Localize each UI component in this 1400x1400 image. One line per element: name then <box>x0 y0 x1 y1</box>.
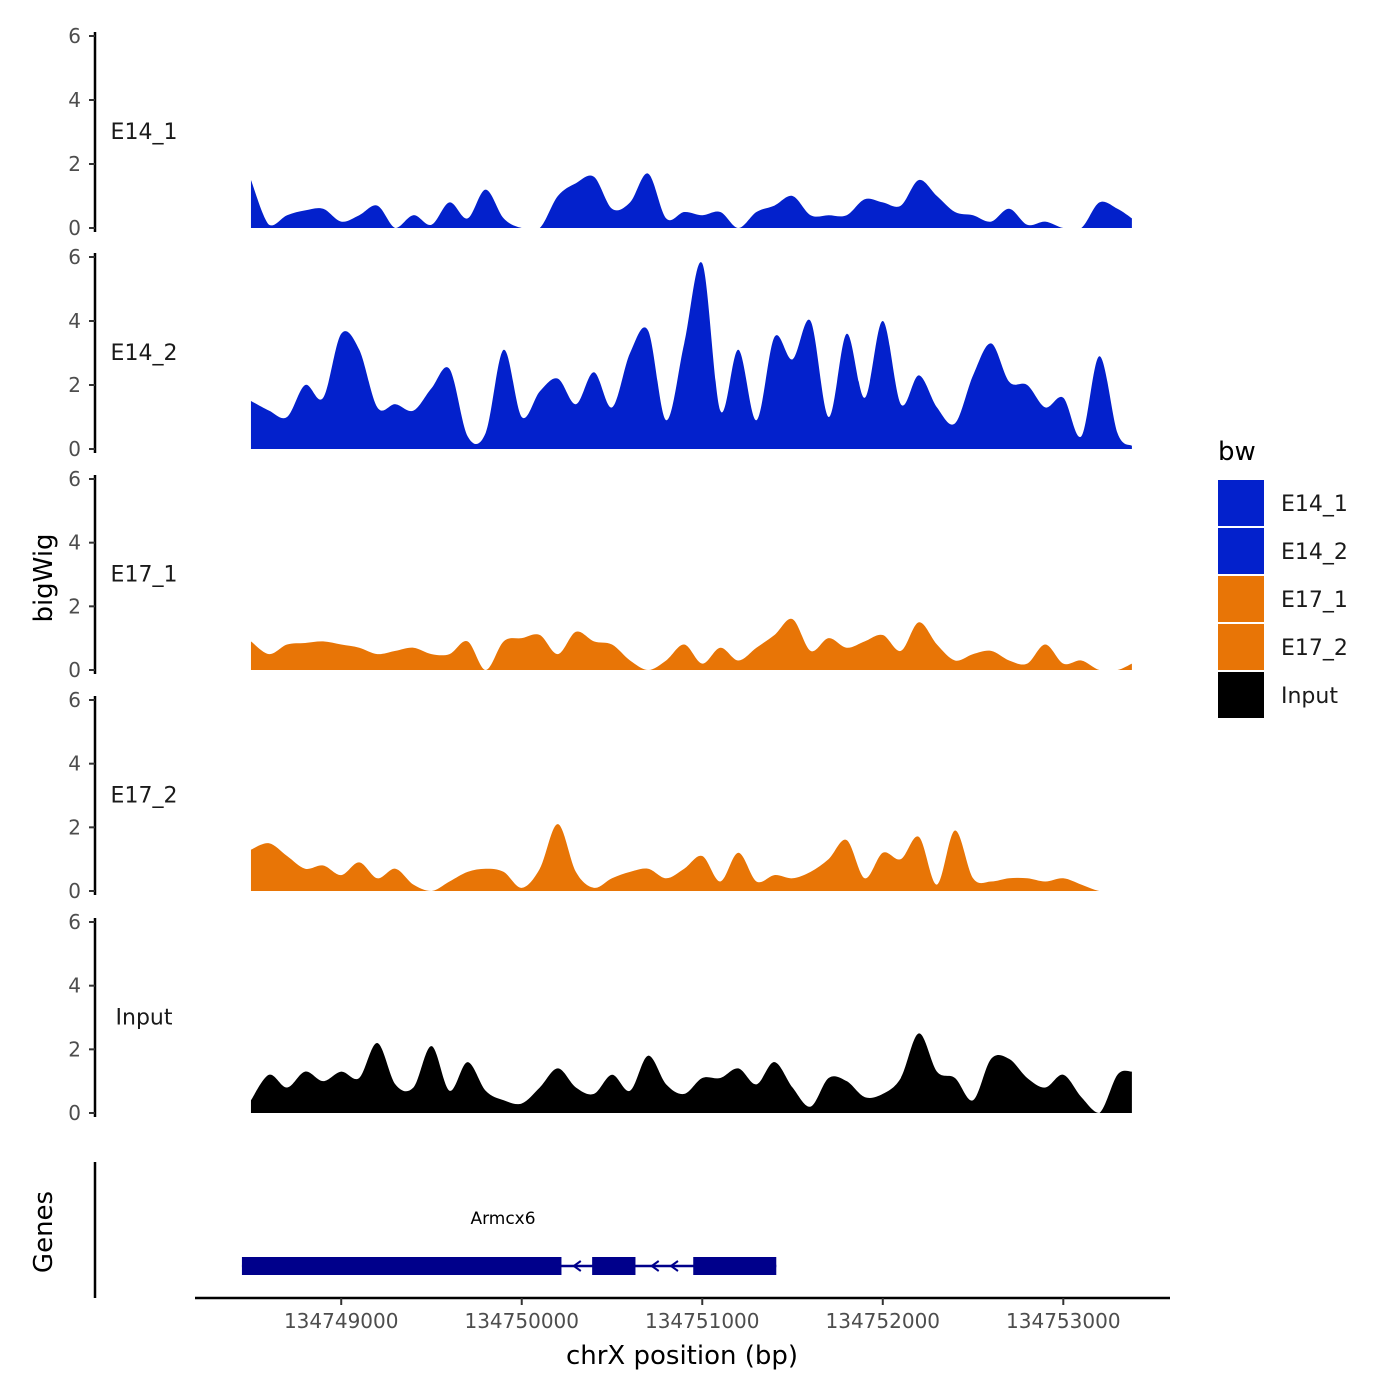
track-e17-2: 0 2 4 6 E17_2 <box>68 688 1132 903</box>
legend-label-input: Input <box>1281 684 1338 709</box>
strand-arrow <box>572 1260 582 1272</box>
y-tick-label: 0 <box>68 1101 81 1125</box>
x-tick-label: 134749000 <box>284 1309 399 1333</box>
y-tick-label: 0 <box>68 658 81 682</box>
x-axis: 134749000 134750000 134751000 134752000 1347… <box>195 1296 1170 1333</box>
x-tick-label: 134752000 <box>826 1309 941 1333</box>
y-axis-title: bigWig <box>29 533 59 622</box>
coverage-area-e17-1 <box>250 618 1132 670</box>
gene-track: Armcx6 <box>93 1162 777 1298</box>
x-tick-label: 134753000 <box>1006 1309 1121 1333</box>
track-e14-1: 0 2 4 6 E14_1 <box>68 24 1132 240</box>
track-label-e14-1: E14_1 <box>111 120 178 145</box>
coverage-area-e14-2 <box>250 262 1132 449</box>
y-tick-label: 6 <box>68 467 81 491</box>
coverage-area-e14-1 <box>250 173 1132 228</box>
legend-swatch-input <box>1218 672 1264 718</box>
track-label-e17-1: E17_1 <box>111 563 178 588</box>
legend: bw E14_1 E14_2 E17_1 E17_2 Input <box>1218 437 1348 718</box>
track-label-e14-2: E14_2 <box>111 341 178 366</box>
gene-track-title: Genes <box>29 1191 59 1273</box>
coverage-area-input <box>250 1033 1132 1113</box>
coverage-area-e17-2 <box>250 824 1132 891</box>
y-tick-label: 6 <box>68 910 81 934</box>
track-label-e17-2: E17_2 <box>111 784 178 809</box>
legend-title: bw <box>1218 437 1256 467</box>
y-tick-label: 4 <box>68 531 81 555</box>
y-tick-label: 2 <box>68 373 81 397</box>
legend-label-e17-1: E17_1 <box>1281 588 1348 613</box>
legend-label-e14-1: E14_1 <box>1281 492 1348 517</box>
x-tick-label: 134750000 <box>464 1309 579 1333</box>
legend-swatch-e14-1 <box>1218 480 1264 526</box>
y-tick-label: 2 <box>68 594 81 618</box>
gene-name-label: Armcx6 <box>470 1209 535 1229</box>
y-tick-label: 4 <box>68 88 81 112</box>
legend-swatch-e17-1 <box>1218 576 1264 622</box>
track-e14-2: 0 2 4 6 E14_2 <box>68 245 1132 461</box>
strand-arrow <box>669 1260 679 1272</box>
y-tick-label: 4 <box>68 309 81 333</box>
gene-exon-1 <box>241 1257 562 1275</box>
y-tick-label: 2 <box>68 1037 81 1061</box>
gene-exon-3 <box>693 1257 777 1275</box>
y-tick-label: 0 <box>68 437 81 461</box>
y-tick-label: 2 <box>68 815 81 839</box>
legend-swatch-e17-2 <box>1218 624 1264 670</box>
y-tick-label: 6 <box>68 688 81 712</box>
y-tick-label: 0 <box>68 216 81 240</box>
legend-label-e14-2: E14_2 <box>1281 540 1348 565</box>
y-tick-label: 6 <box>68 24 81 48</box>
track-e17-1: 0 2 4 6 E17_1 <box>68 467 1132 682</box>
y-tick-label: 2 <box>68 152 81 176</box>
gene-exon-2 <box>592 1257 636 1275</box>
y-tick-label: 4 <box>68 752 81 776</box>
y-tick-label: 0 <box>68 879 81 903</box>
legend-swatch-e14-2 <box>1218 528 1264 574</box>
track-input: 0 2 4 6 Input <box>68 910 1132 1125</box>
coverage-tracks: 0 2 4 6 E14_1 0 2 4 6 E14_2 0 2 4 6 E17_1 0 2 4 6 E17_2 0 2 4 6… <box>68 24 1132 1125</box>
x-axis-title: chrX position (bp) <box>566 1341 798 1371</box>
x-tick-label: 134751000 <box>645 1309 760 1333</box>
legend-label-e17-2: E17_2 <box>1281 636 1348 661</box>
strand-arrow <box>650 1260 660 1272</box>
track-label-input: Input <box>116 1006 173 1031</box>
y-tick-label: 4 <box>68 974 81 998</box>
y-tick-label: 6 <box>68 245 81 269</box>
